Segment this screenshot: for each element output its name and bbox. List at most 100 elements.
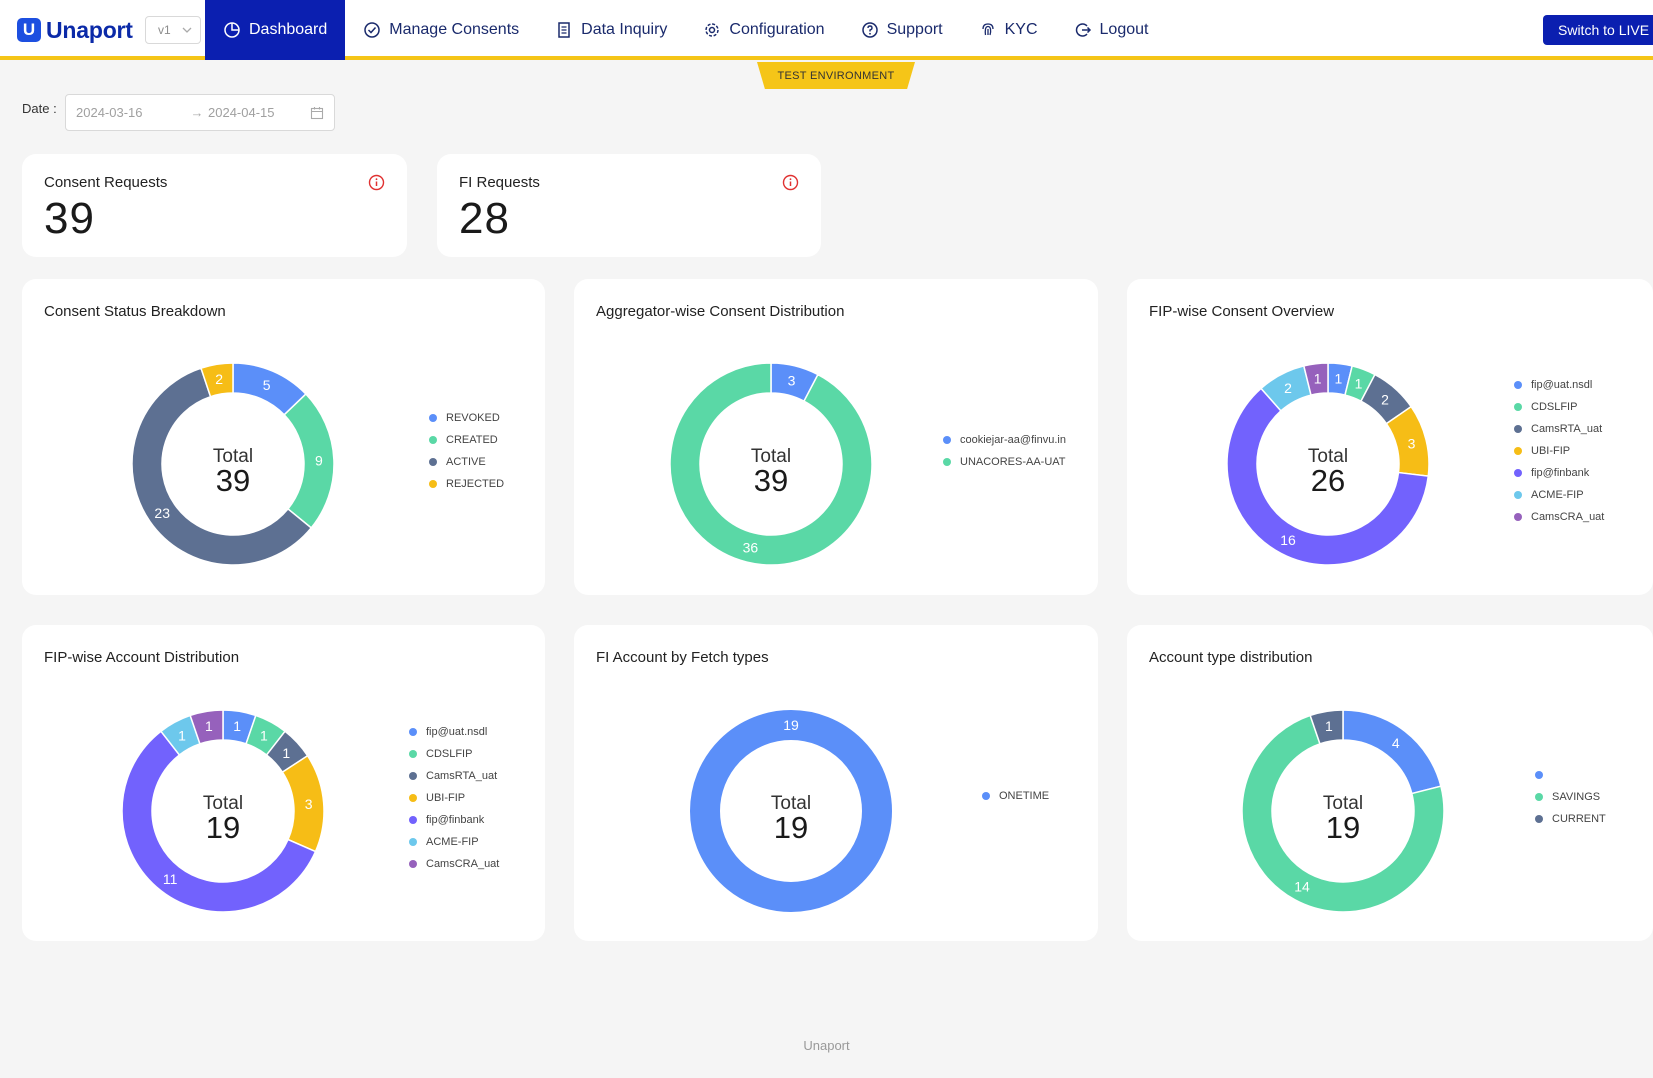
donut-slice[interactable] xyxy=(690,710,892,912)
version-select[interactable]: v1 xyxy=(145,16,201,44)
donut-total-label: Total xyxy=(213,446,253,467)
legend-label: ACME-FIP xyxy=(426,836,479,848)
donut-slice[interactable] xyxy=(189,709,224,745)
legend-label: UBI-FIP xyxy=(426,792,466,804)
slice-value-label: 1 xyxy=(233,718,241,734)
donut-slice[interactable] xyxy=(283,392,335,529)
calendar-icon[interactable] xyxy=(310,106,324,120)
legend-dot-icon xyxy=(429,436,437,444)
legend-item[interactable]: ACME-FIP xyxy=(409,831,499,853)
legend-dot-icon xyxy=(1514,403,1522,411)
donut-total-value: 19 xyxy=(774,810,808,845)
legend-item[interactable]: SAVINGS xyxy=(1535,786,1606,808)
legend-item[interactable]: fip@finbank xyxy=(1514,462,1604,484)
slice-value-label: 4 xyxy=(1392,735,1400,751)
chevron-down-icon xyxy=(182,27,192,33)
legend-item[interactable]: cookiejar-aa@finvu.in xyxy=(943,429,1066,451)
slice-value-label: 14 xyxy=(1294,879,1310,895)
nav-manage-consents[interactable]: Manage Consents xyxy=(345,0,537,60)
donut-slice[interactable] xyxy=(669,362,873,566)
legend-item[interactable]: ACTIVE xyxy=(429,451,504,473)
nav-support[interactable]: Support xyxy=(843,0,961,60)
donut-total-value: 26 xyxy=(1311,463,1345,498)
legend-item[interactable]: CamsRTA_uat xyxy=(1514,418,1604,440)
legend-label: fip@uat.nsdl xyxy=(1531,379,1593,391)
legend-item[interactable]: fip@uat.nsdl xyxy=(409,721,499,743)
info-icon[interactable] xyxy=(368,174,385,191)
legend-item[interactable]: REVOKED xyxy=(429,407,504,429)
legend-item[interactable]: fip@finbank xyxy=(409,809,499,831)
donut-total-label: Total xyxy=(751,446,791,467)
donut-slice[interactable] xyxy=(281,754,325,853)
legend-item[interactable]: CamsCRA_uat xyxy=(1514,506,1604,528)
legend-dot-icon xyxy=(1514,491,1522,499)
switch-to-live-button[interactable]: Switch to LIVE xyxy=(1543,15,1653,45)
date-range-picker[interactable]: 2024-03-16 → 2024-04-15 xyxy=(65,94,335,131)
legend-label: CamsRTA_uat xyxy=(426,770,498,782)
info-icon[interactable] xyxy=(782,174,799,191)
donut-slice[interactable] xyxy=(121,730,317,913)
legend-item[interactable]: UBI-FIP xyxy=(1514,440,1604,462)
donut-slice[interactable] xyxy=(1226,387,1430,566)
logo-mark-icon: U xyxy=(17,18,41,42)
legend-dot-icon xyxy=(409,860,417,868)
legend-item[interactable]: CamsCRA_uat xyxy=(409,853,499,875)
nav-configuration[interactable]: Configuration xyxy=(685,0,842,60)
legend-dot-icon xyxy=(409,728,417,736)
app-logo[interactable]: U Unaport xyxy=(17,16,133,44)
gear-icon xyxy=(705,23,720,37)
legend-item[interactable] xyxy=(1535,764,1606,786)
legend-label: UBI-FIP xyxy=(1531,445,1571,457)
legend-label: UNACORES-AA-UAT xyxy=(960,456,1066,468)
slice-value-label: 1 xyxy=(260,727,268,743)
donut-slice[interactable] xyxy=(1342,709,1442,795)
donut-slice[interactable] xyxy=(131,367,313,566)
slice-value-label: 1 xyxy=(205,718,213,734)
slice-value-label: 2 xyxy=(215,371,223,387)
end-date-input[interactable]: 2024-04-15 xyxy=(208,105,275,120)
legend-item[interactable]: CDSLFIP xyxy=(409,743,499,765)
legend-label: ONETIME xyxy=(999,790,1050,802)
donut-slice[interactable] xyxy=(1241,714,1445,913)
slice-value-label: 19 xyxy=(783,717,799,733)
donut-slice[interactable] xyxy=(1309,709,1344,745)
legend-item[interactable]: UBI-FIP xyxy=(409,787,499,809)
nav-configuration-label: Configuration xyxy=(729,21,825,38)
legend-label: CamsRTA_uat xyxy=(1531,423,1603,435)
legend-item[interactable]: UNACORES-AA-UAT xyxy=(943,451,1066,473)
donut-slice[interactable] xyxy=(200,362,234,398)
donut-total-label: Total xyxy=(771,793,811,814)
fip-account-distribution-card: FIP-wise Account Distribution 1 1 1 3 11 1 1 To… xyxy=(22,625,545,941)
legend-item[interactable]: REJECTED xyxy=(429,473,504,495)
nav-kyc[interactable]: KYC xyxy=(961,0,1056,60)
chart-title: FIP-wise Account Distribution xyxy=(44,649,240,666)
legend-item[interactable]: ONETIME xyxy=(982,785,1049,807)
nav-logout-label: Logout xyxy=(1099,21,1149,38)
legend-item[interactable]: fip@uat.nsdl xyxy=(1514,374,1604,396)
logo-text: Unaport xyxy=(46,16,133,43)
slice-value-label: 1 xyxy=(1355,376,1363,392)
donut-total-label: Total xyxy=(1308,446,1348,467)
chart-title: FIP-wise Consent Overview xyxy=(1149,303,1335,320)
chart-title: FI Account by Fetch types xyxy=(596,649,769,666)
date-range-arrow: → xyxy=(190,105,204,120)
legend-item[interactable]: CURRENT xyxy=(1535,808,1606,830)
slice-value-label: 36 xyxy=(743,540,759,556)
legend-dot-icon xyxy=(1535,815,1543,823)
start-date-input[interactable]: 2024-03-16 xyxy=(76,105,143,120)
legend-item[interactable]: CREATED xyxy=(429,429,504,451)
nav-logout[interactable]: Logout xyxy=(1056,0,1167,60)
legend-label: CamsCRA_uat xyxy=(426,858,500,870)
donut-slice[interactable] xyxy=(1302,362,1329,396)
legend-label: CamsCRA_uat xyxy=(1531,511,1605,523)
legend-item[interactable]: CDSLFIP xyxy=(1514,396,1604,418)
nav-dashboard-label: Dashboard xyxy=(249,21,328,38)
chart-legend: fip@uat.nsdl CDSLFIP CamsRTA_uat UBI-FIP fip… xyxy=(1514,374,1604,528)
nav-data-inquiry[interactable]: Data Inquiry xyxy=(537,0,685,60)
legend-dot-icon xyxy=(1535,793,1543,801)
footer-text: Unaport xyxy=(803,1038,850,1053)
legend-item[interactable]: ACME-FIP xyxy=(1514,484,1604,506)
nav-dashboard[interactable]: Dashboard xyxy=(205,0,346,60)
legend-item[interactable]: CamsRTA_uat xyxy=(409,765,499,787)
